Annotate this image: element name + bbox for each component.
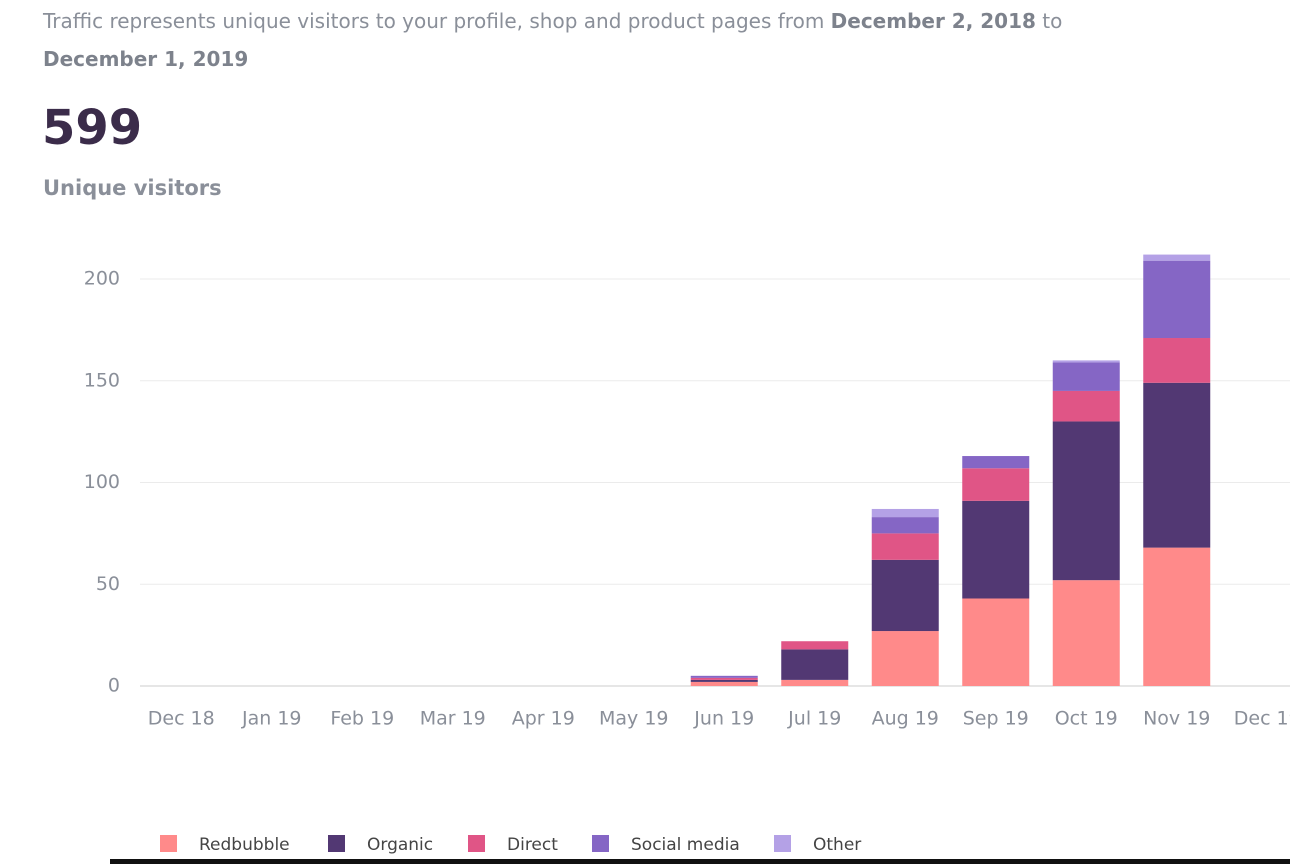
legend-swatch (468, 835, 485, 852)
x-tick-label: Dec 18 (148, 708, 215, 730)
bar-segment (1052, 580, 1120, 686)
bar-segment (781, 641, 849, 650)
x-tick-label: Sep 19 (963, 708, 1029, 730)
bar-segment (781, 649, 849, 680)
y-tick-label: 100 (84, 471, 120, 493)
intro: Traffic represents unique visitors to yo… (43, 2, 1062, 78)
x-tick-label: Feb 19 (330, 708, 394, 730)
x-tick-label: Oct 19 (1055, 708, 1118, 730)
legend-label: Organic (367, 835, 433, 855)
bar-segment (1143, 547, 1211, 686)
legend-swatch (774, 835, 791, 852)
bar-segment (871, 559, 939, 632)
bar-segment (871, 631, 939, 686)
x-tick-label: Nov 19 (1143, 708, 1210, 730)
y-tick-label: 50 (96, 573, 120, 595)
x-tick-label: May 19 (599, 708, 669, 730)
bar-segment (690, 681, 758, 686)
bar-segment (1052, 390, 1120, 422)
stat-label: Unique visitors (43, 176, 222, 200)
bar-segment (1143, 382, 1211, 548)
bar-segment (962, 598, 1030, 686)
bar-segment (871, 508, 939, 518)
bar-segment (962, 468, 1030, 501)
bar-segment (1052, 360, 1120, 363)
legend-swatch (160, 835, 177, 852)
x-tick-label: Jun 19 (693, 708, 754, 730)
legend-swatch (592, 835, 609, 852)
bar-segment (962, 500, 1030, 599)
bottom-bar (110, 859, 1290, 864)
x-tick-label: Aug 19 (872, 708, 939, 730)
intro-text: Traffic represents unique visitors to yo… (43, 9, 831, 33)
legend-label: Direct (507, 835, 558, 855)
bar-segment (690, 675, 758, 678)
legend-swatch (328, 835, 345, 852)
x-tick-label: Mar 19 (420, 708, 486, 730)
y-tick-label: 150 (84, 369, 120, 391)
bar-segment (1143, 254, 1211, 261)
bar-segment (962, 456, 1030, 469)
bar-segment (1052, 362, 1120, 391)
legend-label: Social media (631, 835, 740, 855)
bar-segment (781, 679, 849, 686)
bar-segment (690, 677, 758, 680)
y-tick-label: 0 (108, 675, 120, 697)
bar-segment (1052, 421, 1120, 581)
bar-segment (871, 533, 939, 560)
bar-segment (690, 679, 758, 682)
end-date: December 1, 2019 (43, 47, 249, 71)
bar-segment (871, 517, 939, 534)
start-date: December 2, 2018 (830, 9, 1036, 33)
bar-segment (1143, 260, 1211, 339)
intro-text: to (1035, 9, 1063, 33)
x-tick-label: Dec 19 (1234, 708, 1290, 730)
x-tick-label: Apr 19 (512, 708, 575, 730)
bar-segment (1143, 338, 1211, 383)
legend-label: Other (813, 835, 861, 855)
y-tick-label: 200 (84, 268, 120, 290)
x-tick-label: Jan 19 (241, 708, 302, 730)
legend-label: Redbubble (199, 835, 290, 855)
x-tick-label: Jul 19 (787, 708, 841, 730)
stat-value: 599 (42, 100, 143, 156)
